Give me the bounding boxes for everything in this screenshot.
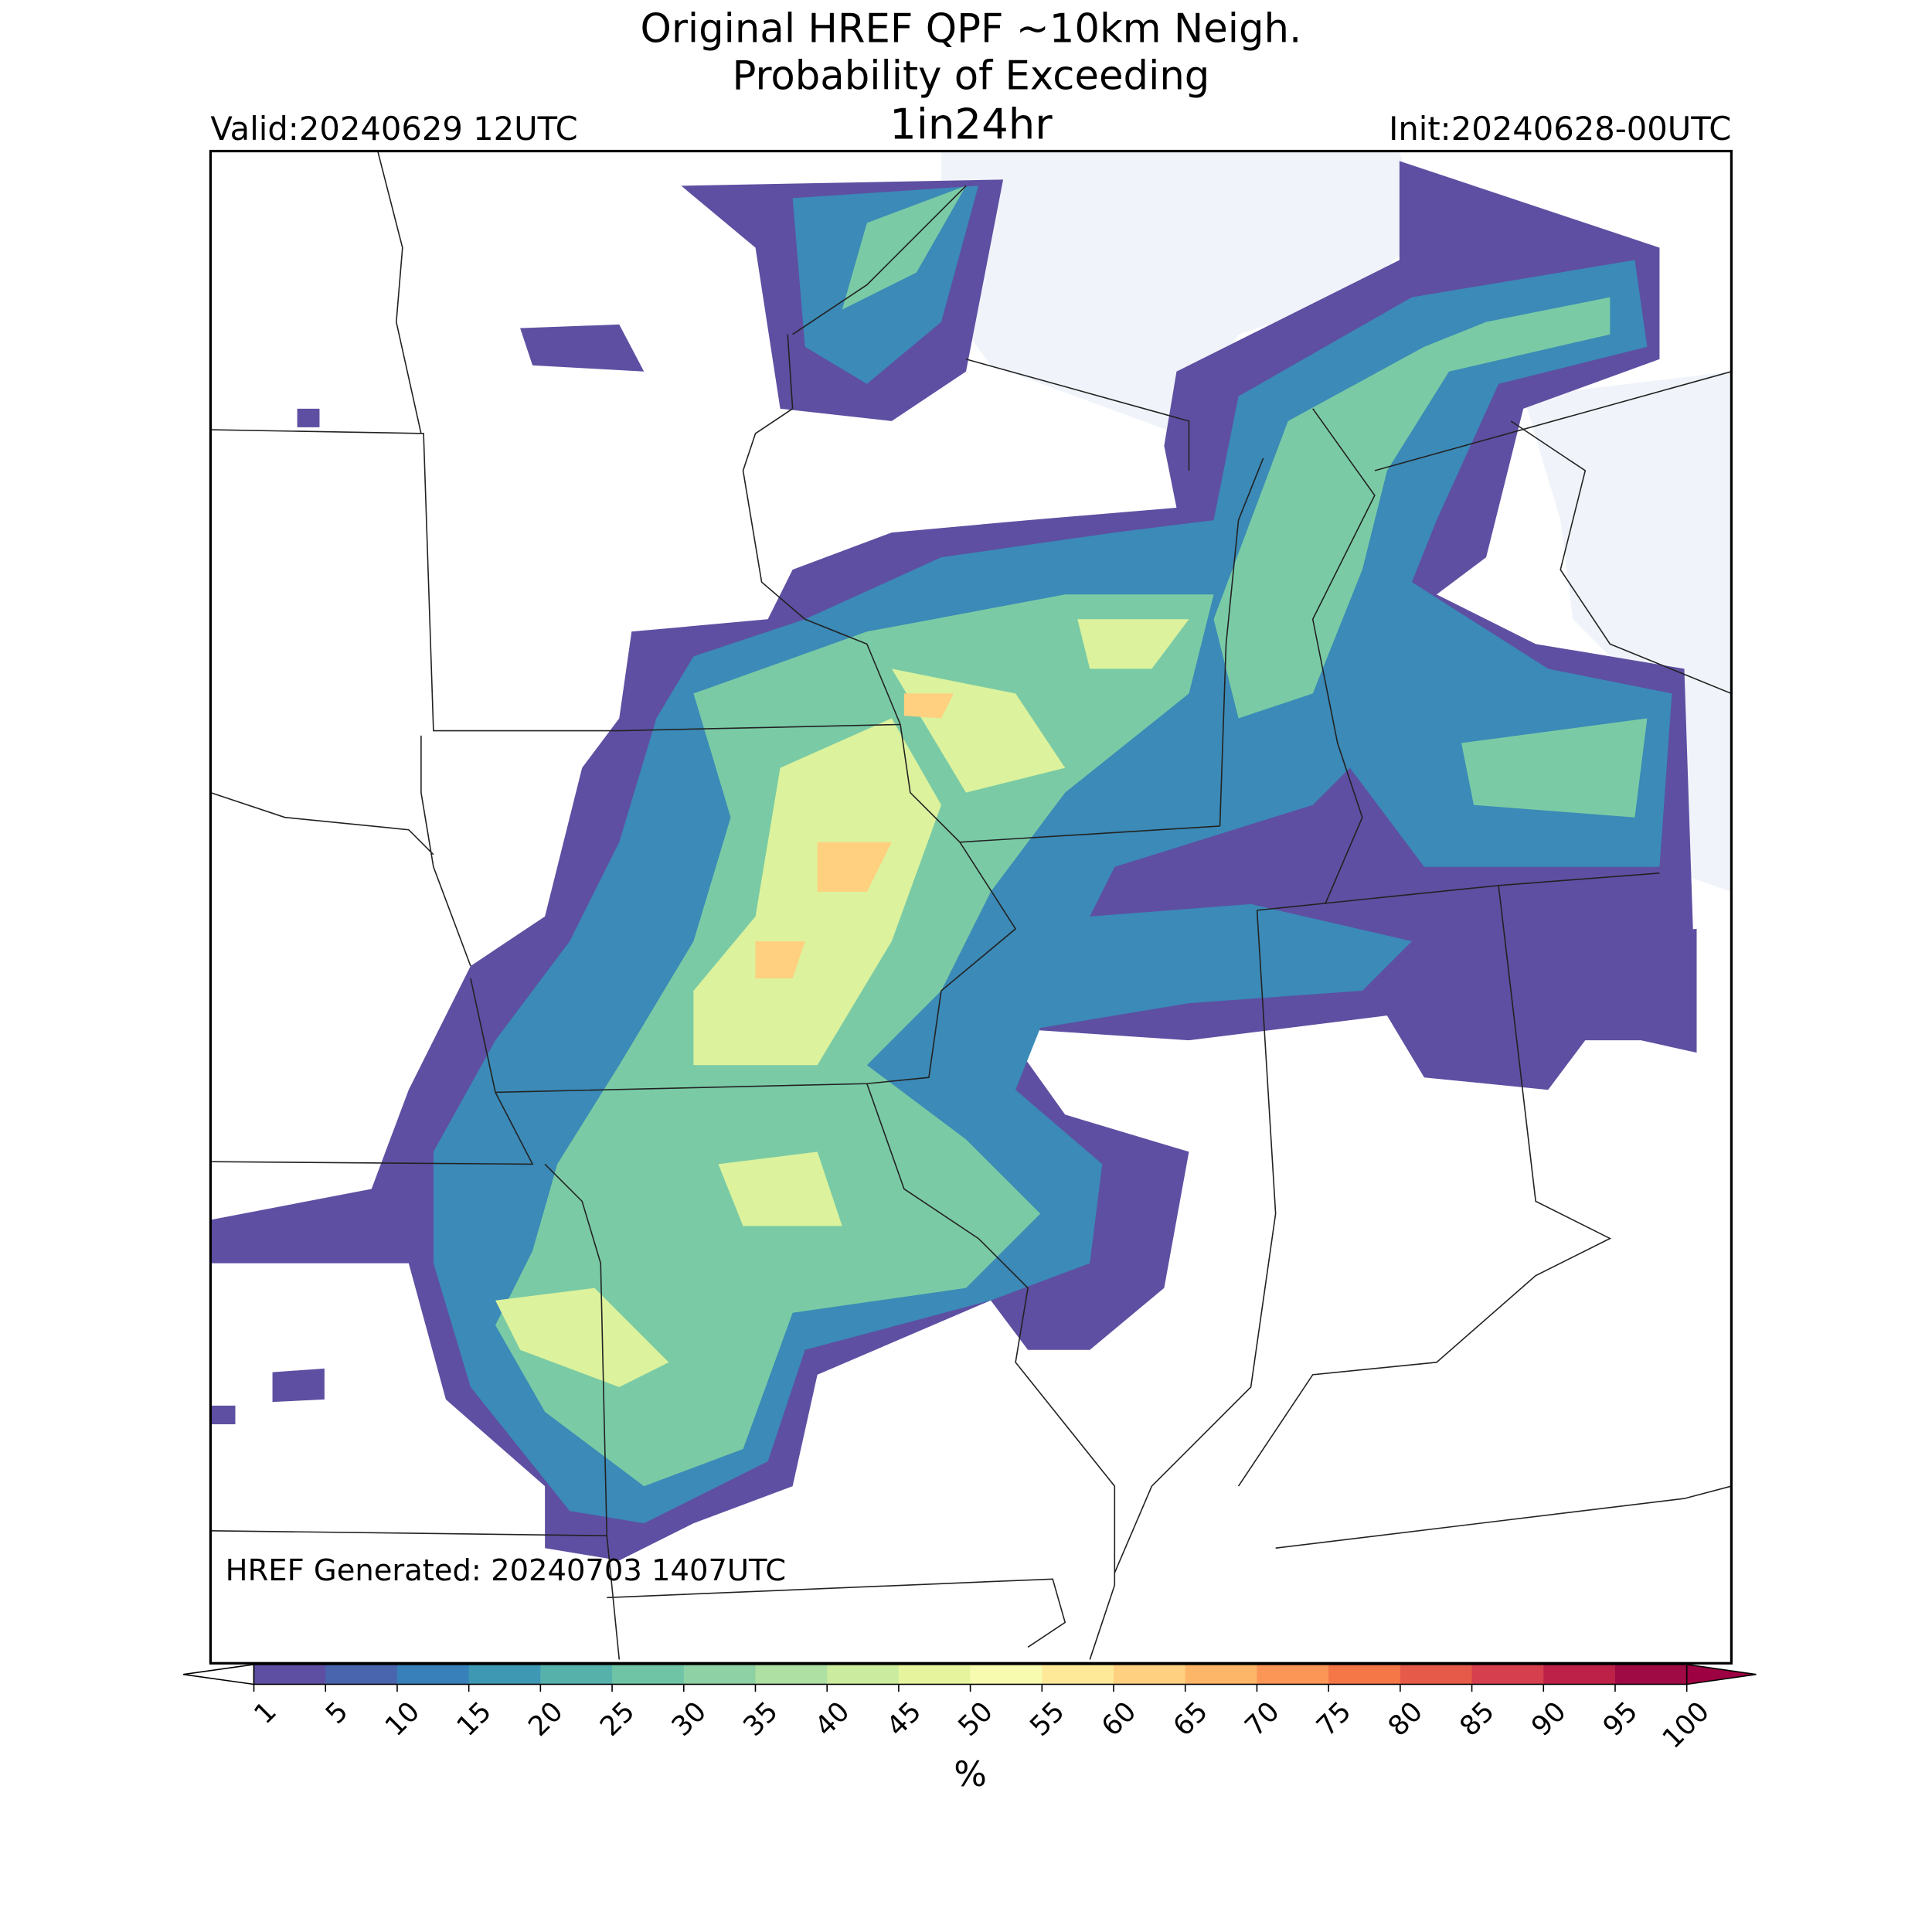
colorbar-tick-label: 80 (1382, 1696, 1429, 1743)
colorbar-segment (827, 1664, 900, 1685)
colorbar-segment (683, 1664, 757, 1685)
state-borders (1374, 370, 1732, 471)
lake (940, 151, 1732, 923)
colorbar-segment (1114, 1664, 1186, 1685)
colorbar-segment (1614, 1664, 1688, 1685)
colorbar: 1 5 10 15 20 25 30 35 40 45 50 55 60 65 70 75 80 85 90 95 10… (183, 1663, 1757, 1794)
colorbar-segment (325, 1664, 398, 1685)
colorbar-segment (540, 1664, 613, 1685)
colorbar-segment (1042, 1664, 1114, 1685)
colorbar-segment (1185, 1664, 1258, 1685)
colorbar-under (183, 1663, 255, 1685)
colorbar-over (1685, 1663, 1757, 1685)
colorbar-segment (1328, 1664, 1401, 1685)
colorbar-tick-label: 50 (952, 1696, 999, 1743)
colorbar-tick-label: 40 (809, 1696, 856, 1743)
colorbar-tick-label: 10 (379, 1696, 427, 1743)
title: 1in24hr (889, 99, 1053, 148)
colorbar-tick-label: 60 (1096, 1696, 1143, 1743)
colorbar-segment (755, 1664, 828, 1685)
colorbar-tick-label: 15 (451, 1696, 498, 1743)
colorbar-tick-label: 100 (1656, 1696, 1716, 1755)
generated-time: HREF Generated: 20240703 1407UTC (226, 1553, 786, 1588)
colorbar-segment (612, 1664, 685, 1685)
colorbar-tick-label: 20 (522, 1696, 570, 1743)
colorbar-tick-label: 70 (1239, 1696, 1286, 1743)
colorbar-tick-label: 65 (1167, 1696, 1214, 1743)
colorbar-segment (970, 1664, 1043, 1685)
precip-area (755, 693, 954, 979)
title: Original HREF QPF ~10km Neigh. (640, 5, 1301, 52)
init-time: Init:20240628-00UTC (1389, 110, 1731, 148)
map (209, 149, 1733, 1665)
valid-time: Valid:20240629 12UTC (210, 110, 577, 148)
colorbar-tick-label: 90 (1526, 1696, 1573, 1743)
colorbar-tick-label: 35 (737, 1696, 784, 1743)
precip-area (495, 619, 1189, 1387)
colorbar-tick-label: 1 (248, 1696, 283, 1730)
colorbar-tick-label: 30 (665, 1696, 713, 1743)
colorbar-segment (1400, 1664, 1473, 1685)
colorbar-tick-label: 95 (1597, 1696, 1645, 1743)
colorbar-label: % (954, 1753, 987, 1794)
colorbar-segment (396, 1664, 470, 1685)
colorbar-tick-label: 5 (320, 1696, 355, 1730)
colorbar-segment (898, 1664, 971, 1685)
colorbar-tick-label: 55 (1024, 1696, 1071, 1743)
colorbar-segment (1471, 1664, 1545, 1685)
colorbar-tick-label: 85 (1454, 1696, 1501, 1743)
state-borders (210, 151, 1732, 1660)
colorbar-tick-label: 75 (1311, 1696, 1358, 1743)
colorbar-segment (253, 1664, 327, 1685)
title: Probability of Exceeding (732, 53, 1209, 99)
map-frame (209, 149, 1733, 1665)
colorbar-tick-label: 45 (880, 1696, 927, 1743)
colorbar-segment (468, 1664, 542, 1685)
colorbar-tick-label: 25 (594, 1696, 641, 1743)
colorbar-segment (1543, 1664, 1616, 1685)
colorbar-segment (1257, 1664, 1329, 1685)
colorbar-frame (253, 1664, 1688, 1685)
